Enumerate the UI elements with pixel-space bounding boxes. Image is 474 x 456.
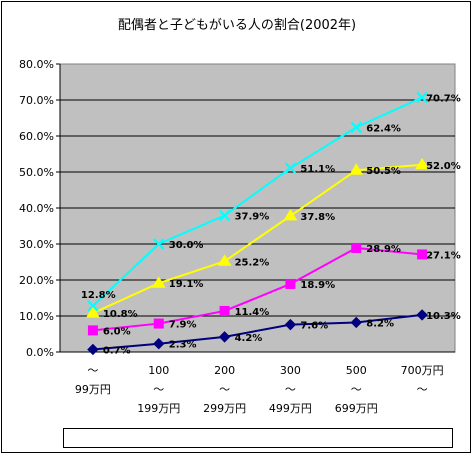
x-tick-label: 100 bbox=[148, 364, 169, 377]
data-point bbox=[153, 318, 164, 329]
data-point bbox=[350, 121, 362, 134]
series-line bbox=[92, 313, 423, 351]
data-label: 28.9% bbox=[366, 244, 401, 255]
data-point bbox=[153, 338, 165, 350]
x-tick-label: 299万円 bbox=[203, 402, 246, 415]
data-point bbox=[218, 209, 231, 222]
data-label: 7.6% bbox=[300, 321, 328, 332]
x-tick-label: 699万円 bbox=[335, 402, 378, 415]
data-point bbox=[351, 242, 362, 253]
data-point bbox=[283, 208, 298, 221]
data-label: 30.0% bbox=[169, 240, 204, 251]
data-label: 19.1% bbox=[169, 279, 204, 290]
data-point bbox=[284, 318, 297, 331]
y-tick-label: 50.0% bbox=[19, 166, 54, 179]
x-tick-label: 500 bbox=[346, 364, 367, 377]
data-point bbox=[217, 254, 232, 266]
series-line bbox=[92, 163, 423, 315]
data-point bbox=[87, 300, 99, 312]
y-tick-label: 0.0% bbox=[26, 346, 54, 359]
data-label: 51.1% bbox=[300, 164, 335, 175]
data-label: 62.4% bbox=[366, 123, 401, 134]
x-tick-label: ～ bbox=[351, 383, 362, 396]
data-point bbox=[218, 331, 231, 343]
data-point bbox=[350, 316, 362, 329]
y-tick-label: 20.0% bbox=[19, 274, 54, 287]
data-point bbox=[284, 162, 297, 174]
data-point bbox=[416, 91, 428, 104]
legend-box bbox=[63, 428, 453, 448]
y-tick-label: 40.0% bbox=[19, 202, 54, 215]
data-point bbox=[86, 306, 100, 318]
x-tick-label: 499万円 bbox=[269, 402, 312, 415]
x-tick-label: 300 bbox=[280, 364, 301, 377]
x-tick-label: ～ bbox=[417, 383, 428, 396]
data-point bbox=[416, 309, 428, 321]
data-label: 11.4% bbox=[235, 307, 270, 318]
y-tick-label: 70.0% bbox=[19, 94, 54, 107]
x-tick-label: ～ bbox=[87, 364, 98, 377]
data-point bbox=[87, 325, 98, 336]
y-tick-label: 30.0% bbox=[19, 238, 54, 251]
x-tick-label: ～ bbox=[285, 383, 296, 396]
data-label: 6.0% bbox=[103, 326, 131, 337]
data-label: 25.2% bbox=[235, 257, 270, 268]
data-label: 8.2% bbox=[366, 318, 394, 329]
data-label: 37.8% bbox=[300, 212, 335, 223]
data-point bbox=[151, 276, 166, 288]
data-label: 18.9% bbox=[300, 280, 335, 291]
data-label: 27.1% bbox=[426, 250, 461, 261]
x-tick-label: 199万円 bbox=[137, 402, 180, 415]
x-tick-label: 700万円 bbox=[401, 364, 444, 377]
data-point bbox=[417, 249, 428, 260]
data-point bbox=[87, 343, 99, 356]
data-label: 0.7% bbox=[103, 345, 131, 356]
data-point bbox=[415, 157, 429, 170]
data-point bbox=[219, 305, 230, 316]
x-tick-label: 99万円 bbox=[75, 383, 111, 396]
data-label: 10.3% bbox=[426, 311, 461, 322]
data-point bbox=[285, 278, 296, 289]
x-tick-label: ～ bbox=[219, 383, 230, 396]
y-tick-label: 80.0% bbox=[19, 58, 54, 71]
series-line bbox=[92, 96, 423, 307]
y-tick-label: 10.0% bbox=[19, 310, 54, 323]
chart-title: 配偶者と子どもがいる人の割合(2002年) bbox=[117, 18, 357, 33]
data-label: 4.2% bbox=[235, 333, 263, 344]
data-label: 70.7% bbox=[426, 93, 461, 104]
data-label: 7.9% bbox=[169, 320, 197, 331]
x-tick-label: ～ bbox=[153, 383, 164, 396]
data-point bbox=[153, 238, 165, 250]
data-label: 50.5% bbox=[366, 166, 401, 177]
x-tick-label: 200 bbox=[214, 364, 235, 377]
y-tick-label: 60.0% bbox=[19, 130, 54, 143]
series-line bbox=[92, 246, 423, 332]
data-label: 10.8% bbox=[103, 309, 138, 320]
data-point bbox=[349, 163, 364, 175]
data-label: 12.8% bbox=[81, 290, 116, 301]
data-label: 52.0% bbox=[426, 161, 461, 172]
data-label: 2.3% bbox=[169, 340, 197, 351]
data-label: 37.9% bbox=[235, 212, 270, 223]
